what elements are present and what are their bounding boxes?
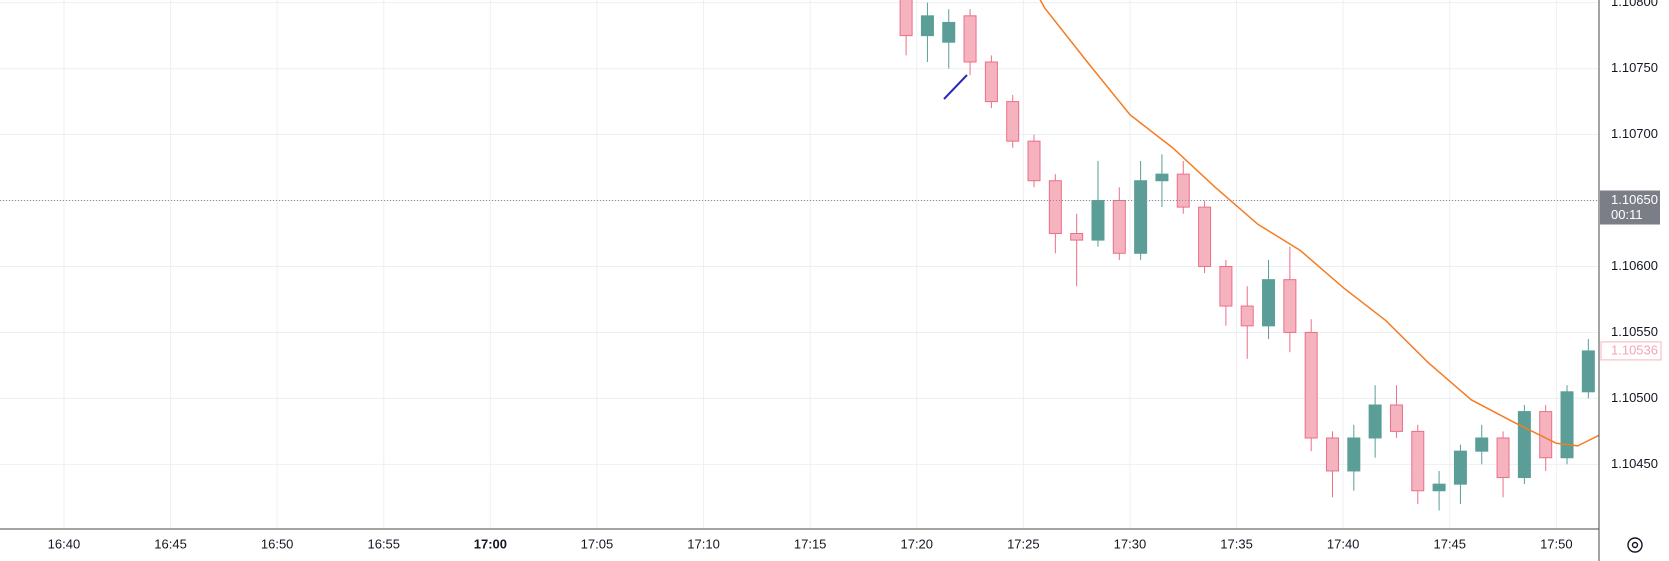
x-tick-label: 16:50 [261,536,294,551]
candle-body [899,0,913,37]
grid [0,0,1599,529]
candle-body [1347,437,1361,472]
y-tick-label: 1.10450 [1611,456,1658,471]
settings-icon[interactable] [1627,537,1643,553]
candle-body [1262,279,1276,327]
candle-body [1176,173,1190,208]
candle-body [1027,140,1041,182]
candle-body [920,15,934,37]
candle-body [1432,483,1446,492]
last-price-label: 1.10536 [1611,342,1658,357]
x-tick-label: 17:25 [1007,536,1040,551]
x-tick-label: 16:45 [154,536,187,551]
candle-body [1453,450,1467,485]
candle-body [1006,101,1020,142]
x-tick-label: 17:50 [1540,536,1573,551]
price-label: 1.10650 [1611,192,1658,207]
candle-body [1517,411,1531,479]
x-tick-label: 17:10 [687,536,720,551]
candle-body [1283,279,1297,333]
candle-body [1048,180,1062,234]
price-countdown: 00:11 [1611,207,1643,222]
y-tick-label: 1.10750 [1611,60,1658,75]
candle-body [1326,437,1339,472]
y-tick-label: 1.10800 [1611,0,1658,9]
last-price-box [1600,341,1662,361]
price-label-box [1600,190,1660,225]
y-tick-label: 1.10600 [1611,258,1658,273]
trend-line[interactable] [943,74,968,100]
candle-body [1368,404,1382,439]
axes: 16:40 16:45 16:50 16:55 17:00 17:05 17:10 17:15… [48,0,1662,551]
candle-body [1304,331,1318,439]
x-tick-label: 17:35 [1220,536,1253,551]
y-tick-label: 1.10500 [1611,390,1658,405]
candle-body [1091,200,1105,241]
x-tick-label: 17:45 [1433,536,1466,551]
plot-area [0,0,1599,511]
candle-body [1112,200,1126,254]
x-tick-label: 16:40 [48,536,81,551]
candle-body [1240,305,1254,327]
candle-body [1411,430,1425,492]
candle-body [1389,404,1403,432]
candle-body [1070,232,1084,241]
candle-body [1581,350,1595,393]
candle-body [1219,265,1233,307]
candle-body [1496,437,1510,479]
candle-body [942,21,956,43]
candle-body [1198,206,1212,267]
candle-body [1155,173,1169,182]
y-tick-label: 1.10550 [1611,324,1658,339]
x-tick-label: 17:20 [900,536,933,551]
x-tick-label: 17:00 [474,536,507,551]
x-tick-label: 17:15 [794,536,827,551]
x-tick-label: 16:55 [367,536,400,551]
candle-body [1475,437,1489,452]
candle-body [1539,411,1553,459]
x-tick-label: 17:05 [581,536,614,551]
candle-body [984,61,998,103]
candle-body [1134,180,1148,254]
settings-icon-center[interactable] [1631,541,1639,549]
settings-button[interactable] [1627,537,1643,553]
moving-average-line [1039,0,1599,447]
candle-body [1560,391,1574,459]
x-tick-label: 17:30 [1114,536,1147,551]
candle-body [963,15,977,63]
x-tick-label: 17:40 [1327,536,1360,551]
y-tick-label: 1.10700 [1611,126,1658,141]
